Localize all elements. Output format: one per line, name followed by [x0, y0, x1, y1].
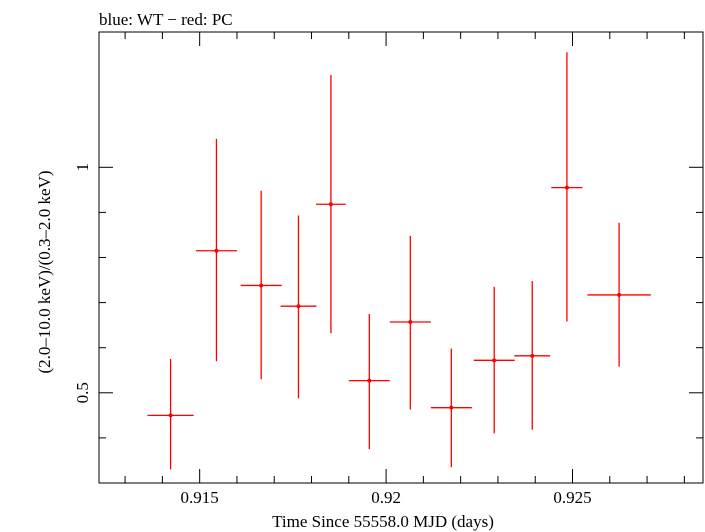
- data-point: [240, 190, 282, 380]
- axis-tick-labels: 0.915 0.92 0.925 0.5 1: [73, 163, 592, 507]
- data-point: [430, 348, 472, 468]
- data-marker: [328, 202, 333, 207]
- x-tick-label: 0.925: [553, 488, 591, 507]
- chart-title: blue: WT − red: PC: [99, 10, 233, 29]
- x-tick-label: 0.92: [371, 488, 401, 507]
- data-point: [147, 358, 194, 470]
- data-marker: [367, 378, 372, 383]
- axis-ticks: [99, 32, 703, 484]
- data-point: [473, 286, 515, 434]
- data-point: [348, 313, 390, 450]
- data-marker: [214, 248, 219, 253]
- data-marker: [564, 185, 569, 190]
- x-axis-label: Time Since 55558.0 MJD (days): [272, 512, 494, 531]
- data-point: [551, 52, 583, 322]
- y-tick-label: 1: [73, 163, 92, 172]
- data-point: [389, 235, 431, 410]
- series-pc: [147, 52, 651, 470]
- data-marker: [168, 413, 173, 418]
- x-tick-label: 0.915: [181, 488, 219, 507]
- data-series: [147, 52, 651, 470]
- data-point: [587, 222, 651, 367]
- data-point: [280, 215, 317, 399]
- data-marker: [530, 353, 535, 358]
- data-marker: [617, 292, 622, 297]
- data-point: [315, 74, 346, 334]
- data-marker: [259, 283, 264, 288]
- data-point: [514, 280, 551, 430]
- data-point: [195, 138, 237, 362]
- data-marker: [296, 304, 301, 309]
- data-marker: [492, 358, 497, 363]
- data-marker: [408, 319, 413, 324]
- data-marker: [449, 405, 454, 410]
- y-axis-label: (2.0–10.0 keV)/(0.3–2.0 keV): [35, 170, 54, 373]
- y-tick-label: 0.5: [73, 382, 92, 403]
